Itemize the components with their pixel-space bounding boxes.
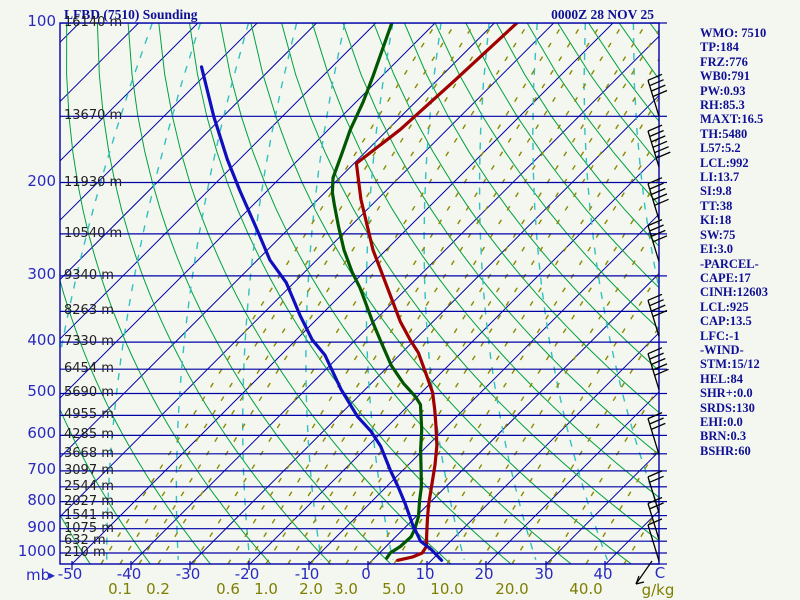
- plot-border: [59, 22, 660, 565]
- plot-grid: [60, 23, 659, 564]
- temp-tick-label: 10: [415, 565, 435, 583]
- stats-line: CAPE:17: [700, 270, 751, 285]
- temp-tick-label: -20: [234, 565, 260, 583]
- stats-line: MAXT:16.5: [700, 112, 764, 127]
- pressure-tick-label: 500: [27, 382, 56, 401]
- pressure-tick-label: 600: [27, 424, 56, 443]
- temp-tick-label: 30: [534, 565, 554, 583]
- temp-tick-label: 40: [593, 565, 613, 583]
- pressure-tick-label: 300: [27, 264, 56, 283]
- stats-line: PW:0.93: [700, 83, 746, 98]
- altitude-label: 1541 m: [64, 507, 114, 523]
- stats-line: EI:3.0: [700, 242, 733, 257]
- stats-line: EHI:0.0: [700, 414, 743, 429]
- altitude-label: 5690 m: [64, 385, 114, 401]
- altitude-label: 2027 m: [64, 493, 114, 509]
- pressure-tick-label: 200: [27, 171, 56, 190]
- stats-line: TP:184: [700, 40, 739, 55]
- stats-line: CAP:13.5: [700, 314, 752, 329]
- temp-tick-label: -40: [116, 565, 142, 583]
- axis-arrow-icon: ▸: [49, 568, 56, 582]
- stats-line: -WIND-: [700, 342, 744, 357]
- temp-tick-label: -10: [294, 565, 320, 583]
- stats-line: SRDS:130: [700, 400, 755, 415]
- stats-line: LFC:-1: [700, 328, 740, 343]
- altitude-label: 10540 m: [64, 225, 123, 241]
- stats-line: WB0:791: [700, 69, 750, 84]
- altitude-label: 11930 m: [64, 174, 123, 190]
- altitude-label: 4285 m: [64, 427, 114, 443]
- altitude-label: 4955 m: [64, 407, 114, 423]
- pressure-tick-label: 100: [27, 12, 56, 30]
- altitude-label: 7330 m: [64, 334, 114, 350]
- altitude-label: 9340 m: [64, 267, 114, 283]
- mixing-tick-label: 20.0: [495, 580, 529, 598]
- stats-line: BSHR:60: [700, 443, 751, 458]
- pressure-tick-label: 400: [27, 331, 56, 350]
- altitude-label: 3097 m: [64, 462, 114, 478]
- temp-tick-label: -50: [57, 565, 83, 583]
- stats-line: FRZ:776: [700, 54, 748, 69]
- stats-line: HEL:84: [700, 371, 744, 386]
- temp-tick-label: 20: [474, 565, 494, 583]
- stats-line: SHR+:0.0: [700, 386, 753, 401]
- altitude-label: 210 m: [64, 545, 106, 560]
- mixing-tick-label: 0.1: [108, 580, 132, 598]
- dewpoint-trace: [330, 23, 424, 560]
- temp-tick-label: 0: [361, 565, 371, 583]
- stats-line: WMO: 7510: [700, 26, 767, 40]
- altitude-label: 16140 m: [64, 15, 123, 30]
- mixing-unit-label: g/kg: [641, 581, 675, 599]
- stats-line: L57:5.2: [700, 141, 741, 156]
- mixing-tick-label: 2.0: [299, 580, 323, 598]
- mixing-tick-label: 0.2: [146, 580, 170, 598]
- stats-line: STM:15/12: [700, 357, 760, 372]
- stats-panel: WMO: 7510 TP:184 FRZ:776 WB0:791 PW:0.93 RH:8…: [700, 26, 768, 458]
- stats-line: SI:9.8: [700, 184, 732, 199]
- stats-line: SW:75: [700, 227, 736, 242]
- stats-line: LCL:925: [700, 299, 749, 314]
- temperature-trace: [354, 23, 519, 562]
- wind-barbs: [647, 73, 671, 562]
- mixing-tick-label: 5.0: [382, 580, 406, 598]
- temp-tick-label: -30: [175, 565, 201, 583]
- altitude-label: 632 m: [64, 533, 106, 549]
- stats-line: -PARCEL-: [700, 256, 759, 271]
- mixing-tick-label: 40.0: [569, 580, 603, 598]
- altitude-label: 2544 m: [64, 478, 114, 494]
- mixing-tick-label: 10.0: [430, 580, 464, 598]
- pressure-tick-label: 800: [27, 490, 56, 509]
- pressure-tick-label: 1000: [17, 542, 56, 560]
- stats-line: TT:38: [700, 198, 733, 213]
- stats-line: CINH:12603: [700, 285, 769, 300]
- altitude-label: 8263 m: [64, 303, 114, 319]
- parcel-trace: [199, 65, 444, 562]
- gkg-arrow-icon: [635, 560, 653, 585]
- altitude-label: 3668 m: [64, 445, 114, 461]
- mixing-tick-label: 1.0: [254, 580, 278, 598]
- temp-unit-label: C: [654, 564, 666, 582]
- mixing-tick-label: 0.6: [216, 580, 240, 598]
- pressure-tick-label: 900: [27, 517, 56, 536]
- stats-line: KI:18: [700, 213, 732, 228]
- altitude-label: 6454 m: [64, 361, 114, 377]
- pressure-tick-label: 700: [27, 459, 56, 478]
- altitude-label: 1075 m: [64, 520, 114, 536]
- chart-datetime: 0000Z 28 NOV 25: [551, 7, 654, 22]
- pressure-unit-label: mb: [26, 566, 51, 584]
- stats-line: LCL:992: [700, 155, 749, 170]
- altitude-label: 13670 m: [64, 108, 123, 124]
- stats-line: BRN:0.3: [700, 429, 747, 444]
- chart-title: LFBD (7510) Sounding: [64, 7, 198, 22]
- stats-line: RH:85.3: [700, 98, 745, 113]
- stats-line: TH:5480: [700, 126, 748, 141]
- stats-line: LI:13.7: [700, 170, 740, 185]
- mixing-tick-label: 3.0: [334, 580, 358, 598]
